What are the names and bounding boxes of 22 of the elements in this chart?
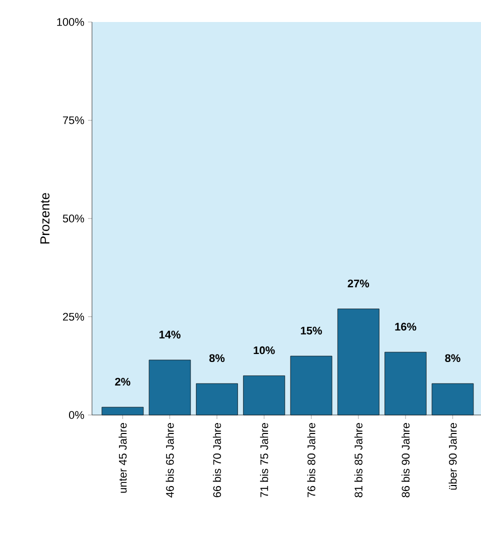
x-tick-label: 86 bis 90 Jahre (402, 423, 410, 498)
x-tick-label: unter 45 Jahre (118, 423, 127, 493)
x-tick-label: 81 bis 85 Jahre (354, 423, 362, 498)
x-tick-label: 66 bis 70 Jahre (212, 423, 221, 498)
data-label: 15% (300, 326, 322, 335)
x-tick-label: 71 bis 75 Jahre (260, 423, 268, 498)
y-tick-label: 0% (68, 411, 84, 419)
y-tick-label: 50% (62, 214, 84, 222)
data-label: 8% (445, 354, 460, 362)
y-axis-title: Prozente (40, 193, 50, 244)
data-label: 27% (348, 280, 370, 288)
data-label: 2% (115, 378, 130, 386)
y-tick-label: 25% (63, 312, 84, 321)
data-label: 14% (159, 330, 181, 338)
data-label: 10% (254, 346, 275, 354)
x-tick-label: über 90 Jahre (448, 423, 457, 490)
x-tick-label: 46 bis 65 Jahre (166, 423, 174, 498)
y-tick-label: 75% (63, 116, 84, 124)
y-tick-label: 100% (57, 18, 84, 26)
data-label: 8% (209, 354, 225, 362)
data-label: 16% (395, 322, 416, 331)
x-tick-label: 76 bis 80 Jahre (307, 423, 316, 498)
